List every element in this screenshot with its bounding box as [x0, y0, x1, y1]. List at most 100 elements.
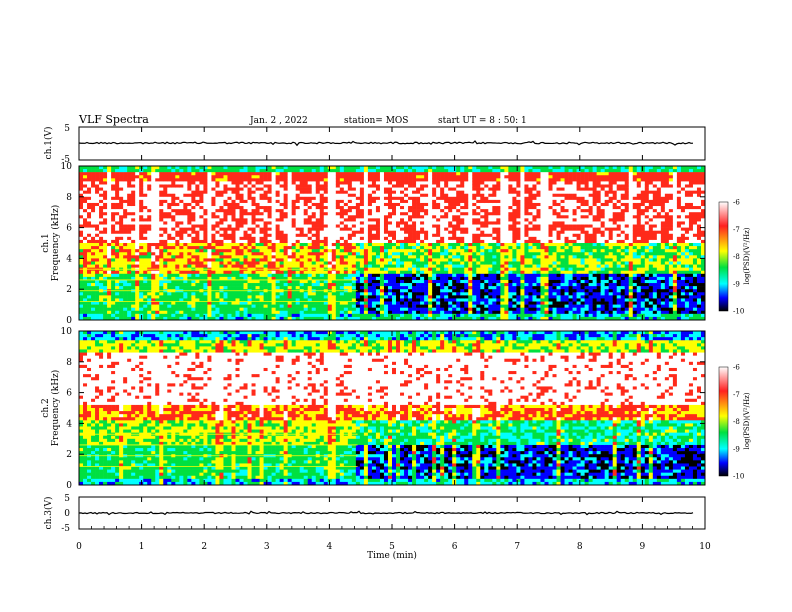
spectrogram-cell — [387, 193, 393, 198]
spectrogram-cell — [416, 218, 421, 222]
spectrogram-cell — [99, 184, 104, 188]
spectrogram-cell — [400, 255, 405, 259]
spectrogram-cell — [416, 264, 421, 268]
spectrogram-cell — [243, 243, 248, 247]
spectrogram-cell — [440, 193, 445, 198]
spectrogram-cell — [404, 233, 409, 238]
station-label: station= MOS — [344, 116, 408, 126]
spectrogram-cell — [107, 169, 112, 173]
spectrogram-cell — [420, 264, 425, 268]
spectrogram-cell — [143, 258, 148, 262]
spectrogram-cell — [255, 206, 260, 210]
spectrogram-cell — [299, 316, 305, 321]
spectrogram-cell — [163, 276, 168, 281]
spectrogram-cell — [127, 166, 132, 170]
spectrogram-cell — [311, 249, 317, 253]
spectrogram-cell — [315, 316, 321, 321]
spectrogram-cell — [456, 289, 461, 293]
spectrogram-cell — [267, 255, 272, 259]
spectrogram-cell — [432, 295, 437, 299]
spectrogram-cell — [412, 233, 417, 238]
spectrogram-cell — [291, 218, 296, 222]
spectrogram-cell — [448, 295, 453, 299]
spectrogram-cell — [283, 304, 288, 308]
spectrogram-cell — [115, 304, 120, 308]
spectrogram-cell — [460, 221, 465, 225]
spectrogram-cell — [468, 295, 473, 299]
spectrogram-cell — [227, 316, 232, 321]
spectrogram-cell — [131, 298, 136, 302]
spectrogram-cell — [83, 227, 88, 231]
spectrogram-cell — [263, 301, 268, 305]
spectrogram-cell — [476, 233, 481, 238]
spectrogram-cell — [416, 184, 421, 188]
spectrogram-cell — [315, 286, 321, 290]
spectrogram-cell — [367, 313, 373, 318]
spectrogram-cell — [107, 172, 112, 176]
spectrogram-cell — [111, 301, 116, 305]
spectrogram-cell — [355, 286, 361, 290]
spectrogram-cell — [79, 276, 84, 281]
spectrogram-cell — [171, 255, 176, 259]
spectrogram-cell — [155, 224, 160, 228]
spectrogram-cell — [119, 301, 124, 305]
spectrogram-cell — [343, 243, 349, 247]
spectrogram-cell — [231, 279, 236, 284]
spectrogram-cell — [315, 184, 321, 188]
spectrogram-cell — [331, 270, 337, 275]
spectrogram-cell — [351, 286, 357, 290]
spectrogram-cell — [271, 227, 276, 231]
spectrogram-cell — [375, 239, 381, 244]
spectrogram-cell — [119, 295, 124, 299]
spectrogram-cell — [339, 246, 345, 250]
spectrogram-cell — [472, 209, 477, 213]
spectrogram-cell — [335, 202, 341, 207]
spectrogram-cell — [335, 239, 341, 244]
spectrogram-cell — [227, 233, 232, 238]
spectrogram-cell — [111, 199, 116, 204]
spectrogram-cell — [111, 227, 116, 231]
spectrogram-cell — [187, 304, 192, 308]
spectrogram-cell — [119, 202, 124, 207]
spectrogram-cell — [299, 295, 305, 299]
spectrogram-cell — [396, 261, 401, 265]
spectrogram-cell — [115, 196, 120, 201]
spectrogram-cell — [267, 181, 272, 185]
spectrogram-cell — [211, 236, 216, 241]
spectrogram-cell — [99, 212, 104, 216]
spectrogram-cell — [468, 243, 473, 247]
spectrogram-cell — [335, 316, 341, 321]
spectrogram-cell — [408, 236, 413, 241]
spectrogram-cell — [456, 243, 461, 247]
spectrogram-cell — [219, 224, 224, 228]
spectrogram-cell — [227, 209, 232, 213]
spectrogram-cell — [223, 264, 228, 268]
spectrogram-cell — [396, 233, 401, 238]
spectrogram-cell — [331, 193, 337, 198]
spectrogram-cell — [375, 224, 381, 228]
spectrogram-cell — [460, 289, 465, 293]
spectrogram-cell — [123, 221, 128, 225]
spectrogram-cell — [375, 212, 381, 216]
spectrogram-cell — [239, 276, 244, 281]
spectrogram-cell — [123, 202, 128, 207]
spectrogram-cell — [464, 172, 469, 176]
spectrogram-cell — [187, 243, 192, 247]
spectrogram-cell — [468, 246, 473, 250]
spectrogram-cell — [343, 230, 349, 235]
spectrogram-cell — [203, 279, 208, 284]
spectrogram-cell — [175, 304, 180, 308]
spectrogram-cell — [432, 184, 437, 188]
spectrogram-cell — [207, 261, 212, 265]
spectrogram-cell — [235, 212, 240, 216]
spectrogram-cell — [283, 190, 288, 195]
spectrogram-cell — [99, 243, 104, 247]
spectrogram-cell — [123, 298, 128, 302]
spectrogram-cell — [311, 276, 317, 281]
spectrogram-cell — [335, 301, 341, 305]
spectrogram-cell — [408, 224, 413, 228]
spectrogram-cell — [215, 193, 220, 198]
spectrogram-cell — [428, 289, 433, 293]
spectrogram-cell — [263, 246, 268, 250]
spectrogram-cell — [432, 233, 437, 238]
